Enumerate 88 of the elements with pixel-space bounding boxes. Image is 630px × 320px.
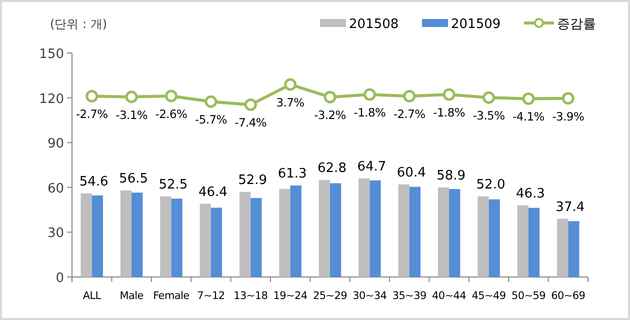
data-label: -3.1%	[116, 108, 148, 122]
point	[363, 88, 376, 101]
data-label: 52.0	[476, 177, 506, 192]
point	[403, 90, 416, 102]
legend-label: 201508	[349, 17, 399, 32]
bar	[398, 184, 410, 277]
point	[482, 91, 496, 104]
point	[522, 92, 535, 105]
data-label: -3.5%	[472, 108, 506, 123]
bar	[240, 192, 251, 277]
data-label: -4.1%	[512, 110, 545, 124]
bar	[120, 190, 132, 277]
x-tick-label: 7~12	[197, 290, 225, 302]
data-label: 37.4	[556, 200, 585, 215]
bar	[200, 204, 211, 277]
data-label: 56.5	[119, 171, 148, 186]
x-tick-label: Female	[153, 290, 190, 302]
bar	[370, 180, 381, 277]
point	[442, 88, 456, 101]
x-tick-label: 19~24	[273, 290, 308, 302]
data-label: -1.8%	[354, 106, 386, 120]
x-tick-label: 35~39	[392, 290, 426, 302]
data-label: -2.7%	[393, 107, 426, 122]
data-label: 52.9	[238, 172, 268, 188]
y-tick-label: 0	[56, 271, 64, 286]
bar	[318, 180, 330, 277]
legend-label: 증감률	[557, 17, 596, 32]
legend-label: 201509	[451, 17, 501, 32]
bar	[210, 208, 222, 277]
x-tick-label: 30~34	[352, 290, 388, 302]
data-label: 60.4	[396, 165, 426, 180]
data-label: 3.7%	[276, 96, 305, 110]
y-tick-label: 150	[39, 47, 64, 62]
data-label: -2.7%	[76, 107, 108, 122]
point	[204, 95, 218, 108]
data-label: 61.3	[278, 166, 307, 182]
bar	[438, 187, 450, 277]
bar	[528, 208, 540, 277]
bar	[330, 183, 342, 277]
point	[244, 98, 257, 111]
data-label: -3.9%	[552, 109, 584, 124]
data-label: -2.6%	[155, 106, 188, 121]
bar	[290, 185, 302, 277]
point	[284, 78, 297, 91]
x-tick-label: 60~69	[551, 290, 586, 302]
x-tick-label: 50~59	[511, 290, 546, 302]
x-tick-label: 45~49	[472, 290, 506, 302]
point	[125, 90, 138, 104]
y-tick-label: 120	[39, 92, 64, 107]
x-tick-label: 25~29	[312, 290, 348, 302]
point	[86, 90, 98, 102]
data-label: 62.8	[318, 160, 346, 176]
x-tick-label: Male	[120, 290, 144, 302]
bar	[160, 196, 172, 277]
data-label: 54.6	[79, 174, 108, 190]
bar	[132, 192, 143, 277]
x-tick-label: 13~18	[234, 290, 268, 302]
bar	[488, 199, 500, 277]
data-label: -7.4%	[234, 116, 267, 130]
bar	[92, 195, 103, 277]
y-tick-label: 60	[47, 181, 64, 196]
x-tick-label: ALL	[82, 290, 102, 302]
bar	[358, 178, 370, 277]
x-tick-label: 40~44	[432, 290, 467, 302]
data-label: 58.9	[436, 168, 466, 184]
bar	[517, 205, 528, 277]
bar	[568, 221, 580, 277]
data-label: -1.8%	[433, 106, 466, 120]
data-label: 46.3	[516, 186, 545, 202]
point	[324, 90, 336, 104]
bar	[449, 189, 460, 277]
y-tick-label: 90	[47, 136, 64, 152]
point	[164, 90, 178, 102]
y-tick-label: 30	[47, 226, 64, 242]
bar	[171, 198, 182, 277]
data-label: 46.4	[198, 184, 228, 200]
data-label: -5.7%	[194, 112, 228, 127]
data-label: 52.5	[158, 177, 188, 192]
data-label: -3.2%	[314, 108, 346, 122]
bar	[250, 198, 262, 277]
bar	[478, 196, 489, 277]
bar	[557, 218, 568, 277]
bar	[409, 186, 420, 277]
y-axis-title: (단위 : 개)	[50, 17, 108, 31]
bar	[279, 188, 290, 277]
point	[562, 92, 574, 105]
bar	[80, 193, 92, 277]
data-label: 64.7	[357, 159, 386, 174]
